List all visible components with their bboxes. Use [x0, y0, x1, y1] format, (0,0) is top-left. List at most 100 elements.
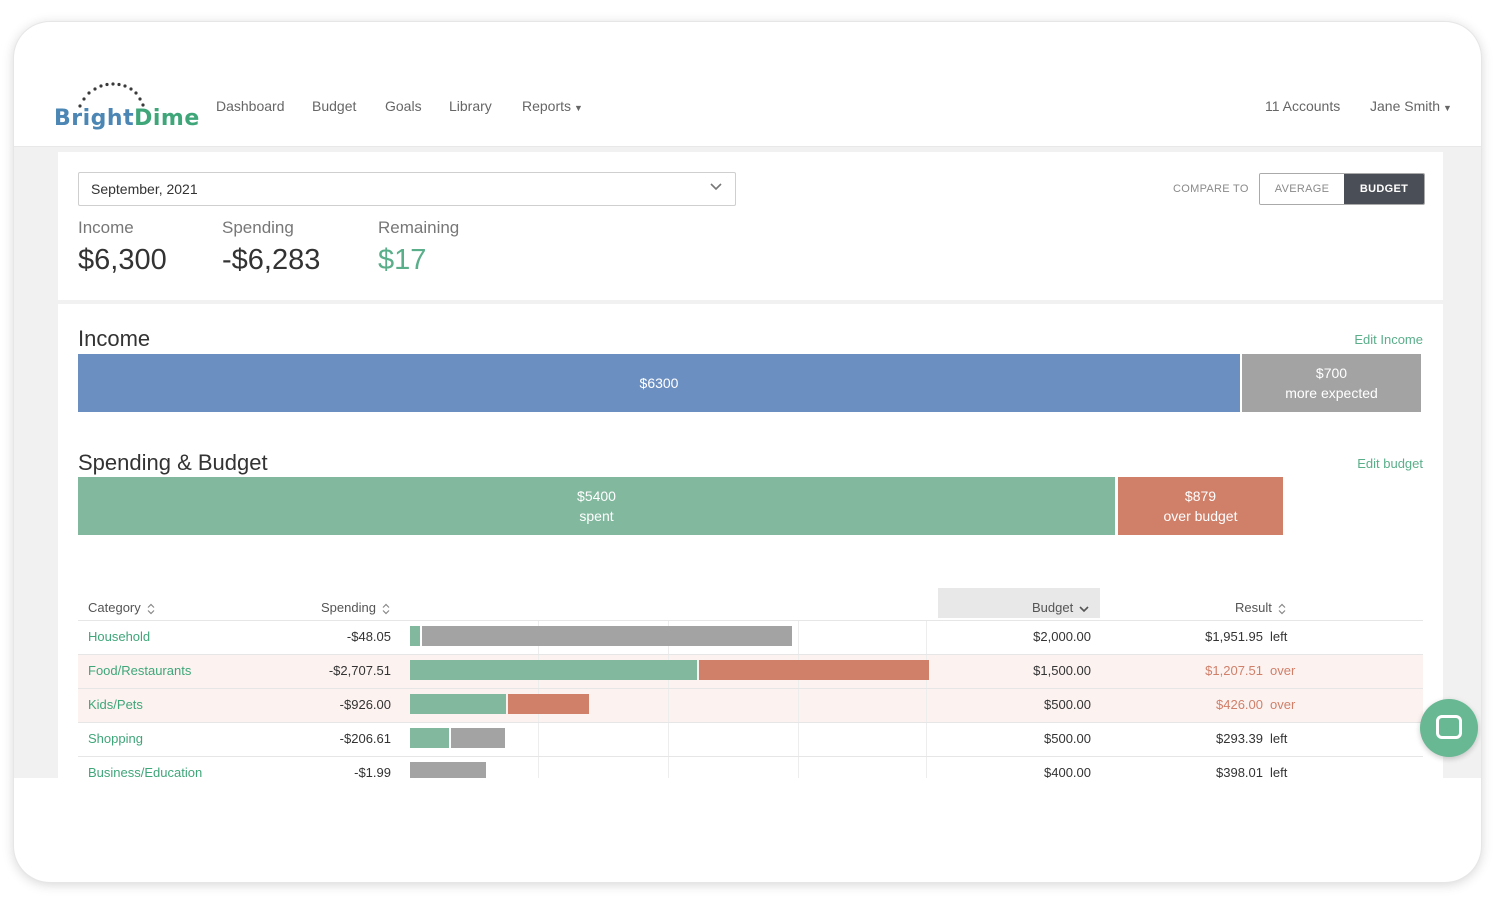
nav-dashboard[interactable]: Dashboard: [216, 98, 285, 114]
income-received-bar: $6300: [78, 354, 1240, 412]
nav-reports[interactable]: Reports ▼: [522, 98, 583, 114]
spending-header-label: Spending: [321, 600, 376, 615]
income-expected-bar: $700 more expected: [1242, 354, 1421, 412]
details-panel: Income Edit Income $6300 $700 more expec…: [58, 304, 1443, 778]
category-cell[interactable]: Food/Restaurants: [88, 663, 192, 678]
table-row[interactable]: Business/Education -$1.99 $400.00 $398.0…: [78, 756, 1423, 778]
nav-goals[interactable]: Goals: [385, 98, 422, 114]
result-amount: $1,951.95: [1205, 629, 1263, 644]
compare-average-button[interactable]: AVERAGE: [1260, 174, 1344, 204]
category-header[interactable]: Category: [88, 600, 155, 615]
result-amount: $398.01: [1216, 765, 1263, 778]
income-expected-amount: $700: [1315, 365, 1348, 381]
result-status: left: [1270, 629, 1288, 644]
spending-label: Spending: [222, 218, 294, 237]
result-status: over: [1270, 663, 1296, 678]
sort-icon: [382, 603, 390, 614]
result-amount: $293.39: [1216, 731, 1263, 746]
chat-button[interactable]: [1420, 699, 1478, 757]
chat-bubble-icon: [1436, 715, 1462, 739]
chevron-down-icon: [1079, 605, 1089, 612]
category-header-label: Category: [88, 600, 141, 615]
bar-gridline: [538, 723, 539, 757]
logo-bright: Bright: [54, 106, 135, 131]
edit-budget-link[interactable]: Edit budget: [1357, 456, 1423, 471]
income-label: Income: [78, 218, 134, 237]
spent-segment: [410, 660, 697, 680]
spent-label: spent: [579, 508, 614, 524]
bar-gridline: [668, 689, 669, 723]
compare-budget-button[interactable]: BUDGET: [1344, 174, 1424, 204]
spending-header[interactable]: Spending: [321, 600, 390, 615]
month-select-value: September, 2021: [91, 181, 198, 197]
budget-header-label: Budget: [1032, 600, 1074, 615]
spending-cell: -$206.61: [339, 731, 391, 746]
sort-icon: [147, 603, 155, 614]
remaining-segment: [422, 626, 792, 646]
bar-gridline: [798, 723, 799, 757]
income-heading: Income: [78, 326, 151, 351]
bar-gridline: [668, 757, 669, 778]
result-status: left: [1270, 731, 1288, 746]
bar-gridline: [926, 723, 927, 757]
income-received-amount: $6300: [639, 375, 679, 391]
over-segment: [698, 660, 930, 680]
remaining-label: Remaining: [378, 218, 460, 237]
spending-budget-heading: Spending & Budget: [78, 450, 268, 475]
app-screen: BrightDime Dashboard Budget Goals Librar…: [14, 68, 1481, 778]
category-cell[interactable]: Kids/Pets: [88, 697, 143, 712]
result-header[interactable]: Result: [1235, 600, 1286, 615]
spent-segment: [410, 728, 450, 748]
result-amount: $426.00: [1216, 697, 1263, 712]
remaining-total: $17: [378, 244, 427, 276]
bar-gridline: [538, 757, 539, 778]
user-name: Jane Smith: [1370, 98, 1441, 114]
category-cell[interactable]: Shopping: [88, 731, 143, 746]
bar-gridline: [798, 621, 799, 655]
logo-wordmark: BrightDime: [54, 106, 200, 131]
table-row[interactable]: Household -$48.05 $2,000.00 $1,951.95 le…: [78, 620, 1423, 655]
accounts-link[interactable]: 11 Accounts: [1265, 98, 1341, 114]
spending-cell: -$48.05: [346, 629, 391, 644]
table-row[interactable]: Kids/Pets -$926.00 $500.00 $426.00 over: [78, 688, 1423, 723]
result-status: left: [1270, 765, 1288, 778]
result-header-label: Result: [1235, 600, 1272, 615]
nav-reports-label: Reports: [522, 98, 572, 114]
compare-toggle: AVERAGE BUDGET: [1259, 173, 1425, 205]
sort-icon: [1278, 603, 1286, 614]
summary-panel: September, 2021 Income $6,300 Spending -…: [58, 152, 1443, 300]
spending-cell: -$2,707.51: [328, 663, 391, 678]
table-row[interactable]: Food/Restaurants -$2,707.51 $1,500.00 $1…: [78, 654, 1423, 689]
spending-total: -$6,283: [222, 244, 321, 276]
budget-cell: $2,000.00: [1033, 629, 1091, 644]
nav-budget[interactable]: Budget: [312, 98, 357, 114]
spending-cell: -$1.99: [354, 765, 391, 778]
category-cell[interactable]: Household: [88, 629, 151, 644]
result-status: over: [1270, 697, 1296, 712]
nav-library[interactable]: Library: [449, 98, 492, 114]
caret-down-icon: ▼: [574, 103, 583, 113]
chevron-down-icon: [710, 183, 722, 191]
category-cell[interactable]: Business/Education: [88, 765, 203, 778]
over-budget-bar: $879 over budget: [1118, 477, 1283, 535]
table-row[interactable]: Shopping -$206.61 $500.00 $293.39 left: [78, 722, 1423, 757]
edit-income-link[interactable]: Edit Income: [1354, 332, 1423, 347]
budget-cell: $500.00: [1044, 731, 1091, 746]
result-amount: $1,207.51: [1205, 663, 1263, 678]
top-navigation: BrightDime Dashboard Budget Goals Librar…: [14, 68, 1481, 147]
budget-cell: $1,500.00: [1033, 663, 1091, 678]
brightdime-logo[interactable]: BrightDime: [52, 82, 202, 138]
budget-cell: $400.00: [1044, 765, 1091, 778]
budget-cell: $500.00: [1044, 697, 1091, 712]
spent-segment: [410, 694, 506, 714]
month-select[interactable]: September, 2021: [78, 172, 736, 206]
income-expected-label: more expected: [1285, 385, 1378, 401]
user-menu[interactable]: Jane Smith ▼: [1370, 98, 1452, 114]
bar-gridline: [926, 689, 927, 723]
budget-header[interactable]: Budget: [1032, 600, 1089, 615]
spent-amount: $5400: [577, 488, 616, 504]
compare-to-label: COMPARE TO: [1173, 183, 1249, 195]
bar-gridline: [798, 757, 799, 778]
logo-arc-icon: [78, 82, 145, 108]
remaining-segment: [410, 762, 487, 778]
